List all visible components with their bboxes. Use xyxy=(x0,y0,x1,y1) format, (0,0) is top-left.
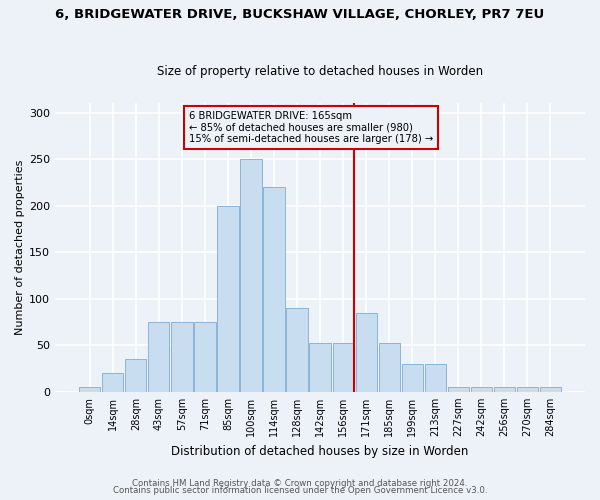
Bar xyxy=(125,359,146,392)
Title: Size of property relative to detached houses in Worden: Size of property relative to detached ho… xyxy=(157,66,483,78)
Bar xyxy=(470,387,492,392)
Text: Contains HM Land Registry data © Crown copyright and database right 2024.: Contains HM Land Registry data © Crown c… xyxy=(132,478,468,488)
Bar xyxy=(310,344,331,392)
Bar xyxy=(263,187,284,392)
Bar xyxy=(172,322,193,392)
Y-axis label: Number of detached properties: Number of detached properties xyxy=(15,160,25,335)
Bar xyxy=(79,387,100,392)
Text: 6 BRIDGEWATER DRIVE: 165sqm
← 85% of detached houses are smaller (980)
15% of se: 6 BRIDGEWATER DRIVE: 165sqm ← 85% of det… xyxy=(189,110,433,144)
X-axis label: Distribution of detached houses by size in Worden: Distribution of detached houses by size … xyxy=(172,444,469,458)
Bar xyxy=(286,308,308,392)
Bar xyxy=(356,312,377,392)
Bar xyxy=(148,322,169,392)
Bar xyxy=(425,364,446,392)
Bar xyxy=(217,206,239,392)
Bar xyxy=(494,387,515,392)
Bar xyxy=(332,344,353,392)
Bar xyxy=(540,387,561,392)
Bar xyxy=(241,159,262,392)
Bar xyxy=(448,387,469,392)
Bar xyxy=(102,373,124,392)
Text: Contains public sector information licensed under the Open Government Licence v3: Contains public sector information licen… xyxy=(113,486,487,495)
Bar xyxy=(517,387,538,392)
Bar xyxy=(379,344,400,392)
Text: 6, BRIDGEWATER DRIVE, BUCKSHAW VILLAGE, CHORLEY, PR7 7EU: 6, BRIDGEWATER DRIVE, BUCKSHAW VILLAGE, … xyxy=(55,8,545,20)
Bar xyxy=(194,322,215,392)
Bar xyxy=(401,364,423,392)
